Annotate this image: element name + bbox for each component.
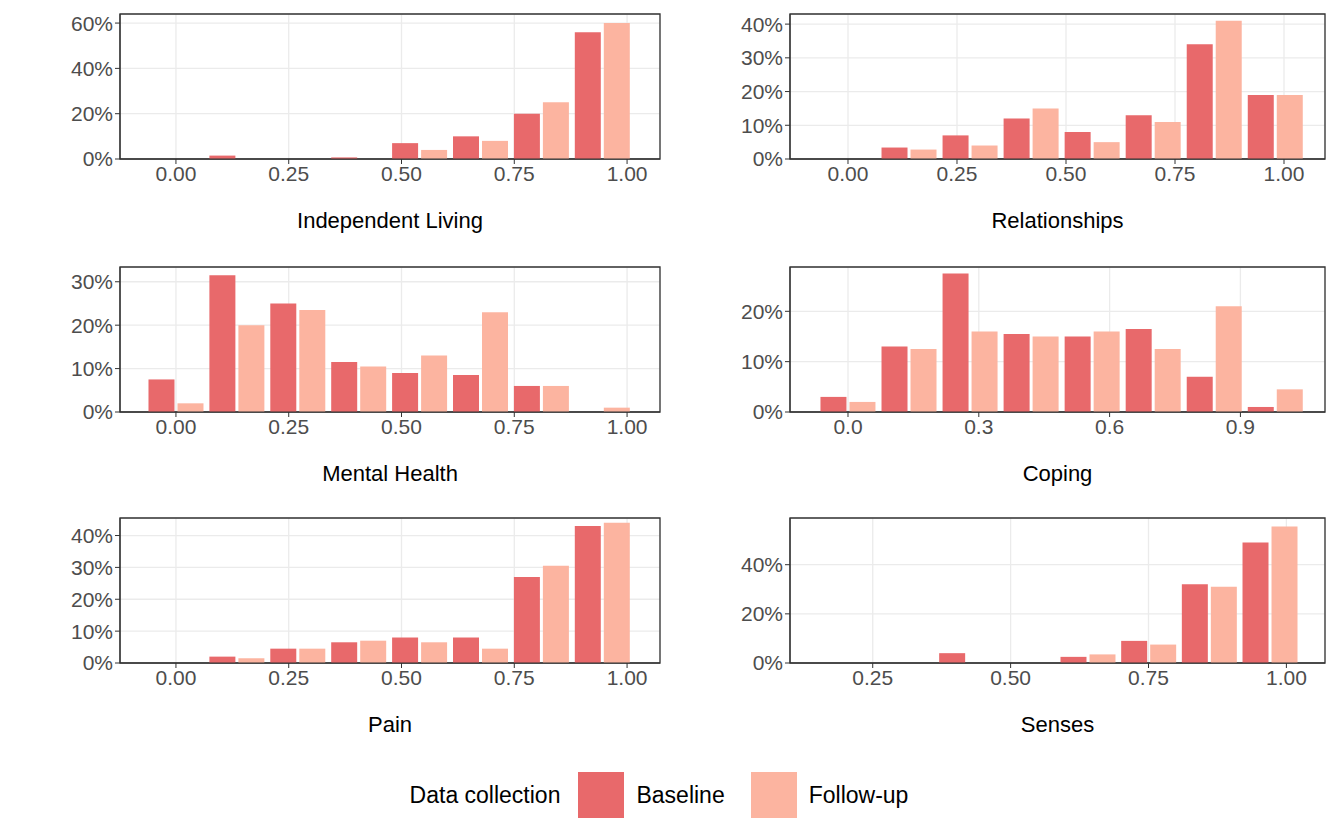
svg-text:0.3: 0.3	[964, 415, 993, 438]
svg-text:0%: 0%	[83, 147, 113, 170]
svg-text:20%: 20%	[741, 300, 783, 323]
svg-text:60%: 60%	[71, 12, 113, 35]
svg-text:Pain: Pain	[368, 712, 412, 737]
svg-text:0.25: 0.25	[937, 162, 978, 185]
svg-text:0.50: 0.50	[381, 666, 422, 689]
svg-text:0.75: 0.75	[1155, 162, 1196, 185]
svg-text:30%: 30%	[71, 270, 113, 293]
svg-text:1.00: 1.00	[1266, 666, 1307, 689]
svg-text:20%: 20%	[71, 588, 113, 611]
svg-text:0%: 0%	[83, 400, 113, 423]
svg-text:0.25: 0.25	[268, 666, 309, 689]
svg-text:0.00: 0.00	[156, 415, 197, 438]
svg-text:0.75: 0.75	[494, 415, 535, 438]
svg-text:0%: 0%	[753, 147, 783, 170]
svg-text:0%: 0%	[83, 651, 113, 674]
svg-text:0.6: 0.6	[1095, 415, 1124, 438]
html-text:Baseline: Baseline	[636, 781, 725, 808]
svg-text:Independent Living: Independent Living	[297, 208, 483, 233]
svg-text:0.50: 0.50	[381, 415, 422, 438]
svg-text:40%: 40%	[741, 13, 783, 36]
svg-text:10%: 10%	[71, 620, 113, 643]
html-text:Data collection: Data collection	[409, 781, 561, 808]
svg-text:1.00: 1.00	[607, 162, 648, 185]
svg-text:30%: 30%	[741, 46, 783, 69]
svg-text:20%: 20%	[741, 602, 783, 625]
svg-text:0.25: 0.25	[268, 162, 309, 185]
svg-text:0.00: 0.00	[828, 162, 869, 185]
svg-text:Senses: Senses	[1021, 712, 1094, 737]
svg-text:0.75: 0.75	[494, 666, 535, 689]
svg-text:1.00: 1.00	[1264, 162, 1305, 185]
svg-text:10%: 10%	[71, 357, 113, 380]
svg-text:40%: 40%	[71, 57, 113, 80]
svg-text:0.75: 0.75	[494, 162, 535, 185]
svg-text:20%: 20%	[741, 80, 783, 103]
svg-text:0%: 0%	[753, 400, 783, 423]
svg-text:0.25: 0.25	[268, 415, 309, 438]
svg-text:0.0: 0.0	[833, 415, 862, 438]
svg-text:40%: 40%	[741, 553, 783, 576]
svg-text:0.50: 0.50	[1046, 162, 1087, 185]
svg-text:0.75: 0.75	[1128, 666, 1169, 689]
html-text:Follow-up: Follow-up	[808, 781, 909, 808]
svg-text:10%: 10%	[741, 114, 783, 137]
svg-text:1.00: 1.00	[607, 415, 648, 438]
svg-text:20%: 20%	[71, 102, 113, 125]
svg-text:0%: 0%	[753, 651, 783, 674]
svg-text:30%: 30%	[71, 556, 113, 579]
svg-text:0.00: 0.00	[156, 162, 197, 185]
svg-text:Relationships: Relationships	[991, 208, 1123, 233]
svg-text:10%: 10%	[741, 350, 783, 373]
svg-text:0.9: 0.9	[1226, 415, 1255, 438]
svg-text:40%: 40%	[71, 524, 113, 547]
svg-text:Coping: Coping	[1023, 461, 1093, 486]
svg-text:1.00: 1.00	[607, 666, 648, 689]
svg-text:0.00: 0.00	[156, 666, 197, 689]
svg-text:0.25: 0.25	[852, 666, 893, 689]
svg-text:Mental Health: Mental Health	[322, 461, 458, 486]
svg-text:0.50: 0.50	[381, 162, 422, 185]
svg-text:20%: 20%	[71, 314, 113, 337]
svg-text:0.50: 0.50	[990, 666, 1031, 689]
